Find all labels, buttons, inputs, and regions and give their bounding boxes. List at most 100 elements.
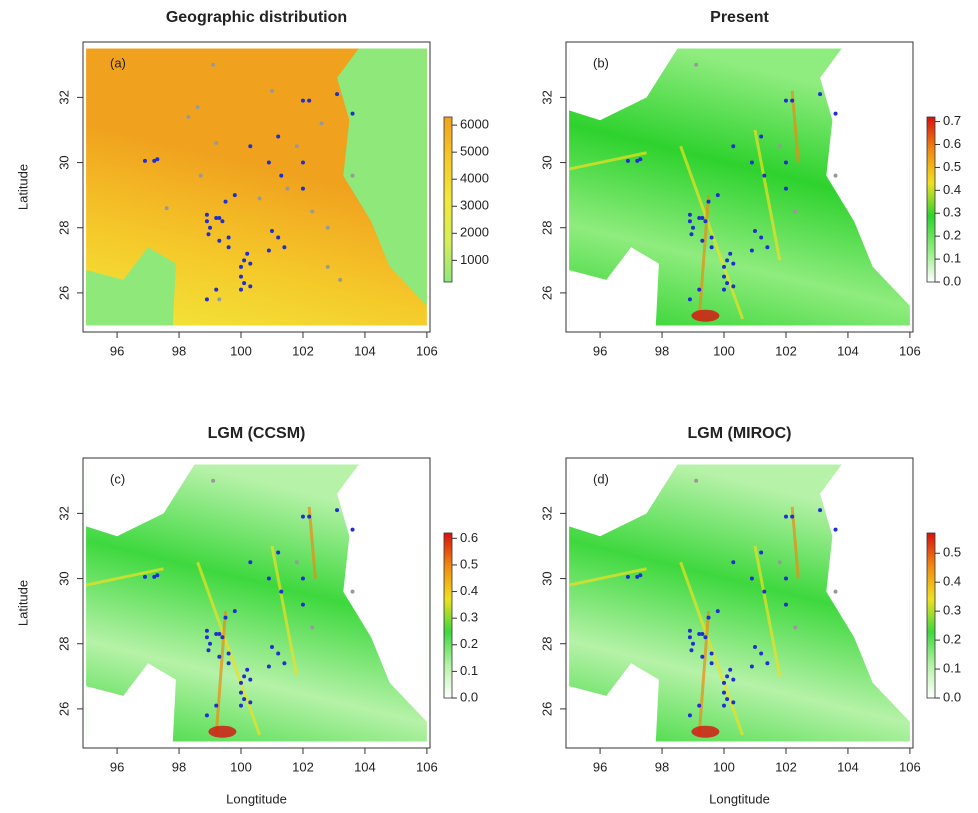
colorbar-tick-label: 0.5: [943, 545, 961, 560]
raster-high: [691, 309, 720, 322]
raster-low: [569, 247, 659, 326]
occurrence-point: [709, 235, 714, 240]
occurrence-point: [689, 648, 694, 653]
occurrence-point: [625, 158, 630, 163]
raster-ridge: [568, 567, 647, 587]
occurrence-point: [715, 193, 720, 198]
occurrence-point: [208, 225, 213, 230]
occurrence-point: [752, 644, 757, 649]
absent-point: [777, 144, 782, 149]
occurrence-point: [204, 713, 209, 718]
colorbar-tick-label: 0.3: [943, 603, 961, 618]
occurrence-point: [152, 574, 157, 579]
colorbar-tick-label: 0.0: [460, 689, 478, 704]
occurrence-point: [749, 248, 754, 253]
x-tick-label: 106: [416, 759, 438, 774]
occurrence-point: [759, 550, 764, 555]
x-tick-label: 98: [655, 343, 669, 358]
occurrence-point: [239, 690, 244, 695]
raster-low: [86, 663, 176, 742]
occurrence-point: [248, 677, 253, 682]
occurrence-point: [759, 235, 764, 240]
occurrence-point: [276, 651, 281, 656]
occurrence-point: [759, 651, 764, 656]
colorbar-tick-label: 0.0: [943, 689, 961, 704]
occurrence-point: [269, 228, 274, 233]
occurrence-point: [783, 602, 788, 607]
absent-point: [777, 560, 782, 565]
occurrence-point: [703, 219, 708, 224]
y-tick-label: 30: [539, 571, 554, 585]
absent-point: [257, 196, 262, 201]
occurrence-point: [728, 251, 733, 256]
x-tick-label: 106: [899, 759, 921, 774]
raster-low: [86, 247, 176, 326]
y-axis-label: Latitude: [15, 164, 30, 210]
occurrence-point: [242, 258, 247, 263]
colorbar-tick-label: 0.4: [460, 583, 478, 598]
occurrence-point: [223, 615, 228, 620]
occurrence-point: [204, 628, 209, 633]
x-axis-label: Longtitude: [709, 791, 770, 806]
occurrence-point: [687, 713, 692, 718]
occurrence-point: [706, 615, 711, 620]
y-tick-label: 28: [56, 636, 71, 650]
raster-ridge: [270, 545, 299, 677]
y-tick-label: 32: [56, 506, 71, 520]
absent-point: [294, 144, 299, 149]
occurrence-point: [307, 98, 312, 103]
y-tick-label: 26: [539, 286, 554, 300]
colorbar-tick-label: 3000: [460, 198, 489, 213]
occurrence-point: [731, 284, 736, 289]
y-tick-label: 30: [539, 155, 554, 169]
panel-label: (c): [110, 471, 125, 486]
occurrence-point: [731, 700, 736, 705]
colorbar-tick-label: 1000: [460, 252, 489, 267]
raster-low: [337, 48, 427, 306]
raster-ridge: [753, 545, 782, 677]
occurrence-point: [749, 576, 754, 581]
occurrence-point: [214, 631, 219, 636]
x-tick-label: 100: [713, 759, 735, 774]
absent-point: [350, 589, 355, 594]
panel-label: (a): [110, 55, 126, 70]
raster-ridge: [307, 506, 317, 579]
occurrence-point: [155, 573, 160, 578]
occurrence-point: [731, 677, 736, 682]
occurrence-point: [783, 576, 788, 581]
occurrence-point: [248, 560, 253, 565]
occurrence-point: [214, 215, 219, 220]
raster-ridge: [85, 567, 164, 587]
occurrence-point: [765, 661, 770, 666]
colorbar-tick-label: 0.6: [943, 136, 961, 151]
occurrence-point: [279, 589, 284, 594]
occurrence-point: [728, 667, 733, 672]
colorbar-tick-label: 6000: [460, 117, 489, 132]
occurrence-point: [300, 186, 305, 191]
x-tick-label: 102: [292, 759, 314, 774]
occurrence-point: [276, 235, 281, 240]
occurrence-point: [818, 92, 823, 97]
occurrence-point: [232, 193, 237, 198]
occurrence-point: [697, 631, 702, 636]
occurrence-point: [217, 238, 222, 243]
occurrence-point: [700, 238, 705, 243]
colorbar-tick-label: 0.5: [460, 556, 478, 571]
panel-label: (d): [593, 471, 609, 486]
absent-point: [694, 478, 699, 483]
y-axis-label: Latitude: [15, 580, 30, 626]
occurrence-point: [204, 212, 209, 217]
absent-point: [269, 88, 274, 93]
occurrence-point: [266, 576, 271, 581]
colorbar-tick-label: 0.7: [943, 113, 961, 128]
occurrence-point: [687, 219, 692, 224]
panel-title: Geographic distribution: [166, 9, 347, 26]
raster-high: [208, 725, 237, 738]
x-tick-label: 100: [713, 343, 735, 358]
y-tick-label: 32: [539, 90, 554, 104]
x-tick-label: 106: [899, 343, 921, 358]
occurrence-point: [725, 697, 730, 702]
occurrence-point: [266, 160, 271, 165]
occurrence-point: [155, 157, 160, 162]
